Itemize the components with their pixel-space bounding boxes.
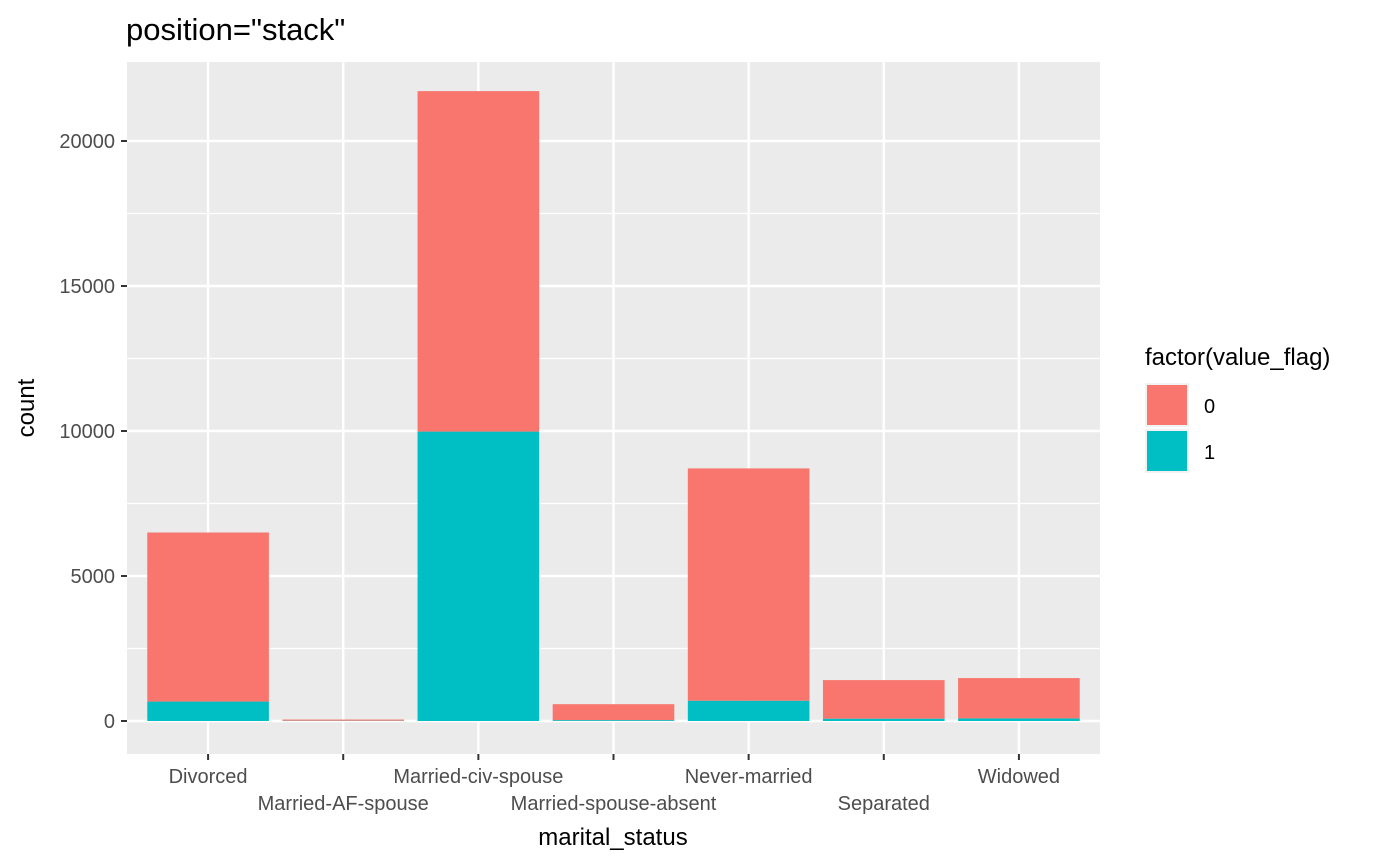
x-tick-label: Married-civ-spouse	[393, 766, 563, 788]
legend-swatch-1	[1147, 431, 1187, 471]
x-tick-label: Never-married	[685, 766, 813, 788]
bar-segment-0	[417, 91, 540, 432]
y-axis: 0 5000 10000 15000 20000	[59, 131, 127, 733]
bar-segment-1	[147, 701, 269, 721]
x-tick-label: Divorced	[169, 766, 248, 788]
bar-segment-1	[822, 718, 945, 721]
bar-segment-0	[958, 678, 1080, 719]
legend: factor(value_flag) 0 1	[1145, 344, 1330, 473]
y-tick-label: 0	[104, 711, 115, 733]
x-tick-label: Married-spouse-absent	[511, 793, 717, 815]
chart-title: position="stack"	[126, 12, 345, 47]
y-tick-label: 5000	[71, 566, 116, 588]
bar-segment-1	[552, 720, 675, 721]
y-tick-label: 10000	[59, 421, 115, 443]
y-axis-title: count	[13, 378, 40, 437]
y-tick-label: 15000	[59, 276, 115, 298]
bar-segment-1	[687, 700, 810, 721]
bar-segment-0	[552, 704, 675, 721]
bar-segment-0	[687, 468, 810, 701]
x-tick-label: Separated	[838, 793, 930, 815]
bars	[147, 91, 1080, 721]
y-tick-label: 20000	[59, 131, 115, 153]
legend-label-1: 1	[1204, 442, 1215, 464]
legend-swatch-0	[1147, 385, 1187, 425]
bar-segment-1	[958, 718, 1080, 721]
bar-segment-1	[417, 431, 540, 721]
bar-segment-0	[282, 719, 405, 721]
x-axis: Divorced Married-AF-spouse Married-civ-spo…	[169, 754, 1060, 815]
x-tick-label: Married-AF-spouse	[258, 793, 429, 815]
legend-title: factor(value_flag)	[1145, 344, 1330, 371]
bar-segment-0	[822, 680, 945, 719]
x-axis-title: marital_status	[538, 824, 687, 851]
x-tick-label: Widowed	[978, 766, 1060, 788]
bar-segment-0	[147, 532, 269, 702]
legend-label-0: 0	[1204, 396, 1215, 418]
